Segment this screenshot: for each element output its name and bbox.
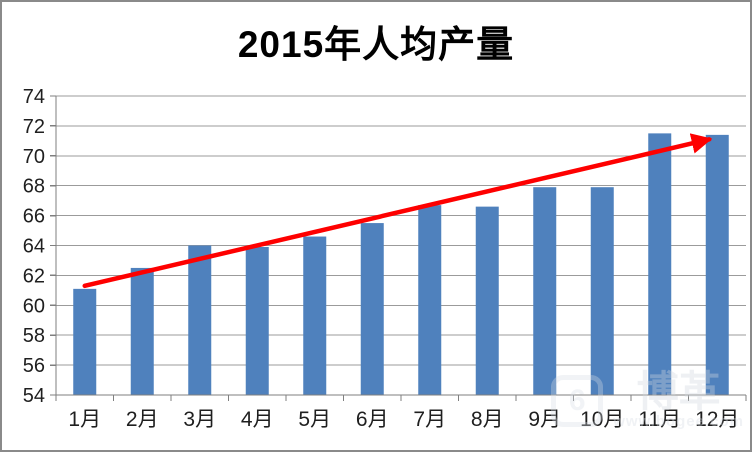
- x-axis-label: 7月: [413, 408, 446, 431]
- x-axis-label: 5月: [298, 408, 331, 431]
- bar-3月: [188, 245, 212, 395]
- x-axis-label: 10月: [580, 408, 624, 431]
- x-axis-label: 4月: [241, 408, 274, 431]
- x-axis-label: 1月: [68, 408, 101, 431]
- x-axis-label: 2月: [126, 408, 159, 431]
- x-axis-label: 3月: [183, 408, 216, 431]
- bar-8月: [475, 206, 499, 395]
- x-axis-label: 8月: [471, 408, 504, 431]
- trend-arrow: [82, 133, 713, 289]
- y-axis-label: 68: [23, 176, 45, 198]
- y-axis-label: 58: [23, 325, 45, 347]
- bar-7月: [418, 205, 442, 395]
- y-axis-label: 60: [23, 295, 45, 317]
- bar-9月: [533, 187, 557, 395]
- x-axis-label: 12月: [695, 408, 739, 431]
- y-axis-label: 72: [23, 116, 45, 138]
- bar-6月: [360, 223, 384, 395]
- bar-11月: [648, 133, 672, 395]
- bar-12月: [705, 134, 729, 395]
- bar-5月: [303, 236, 327, 395]
- y-axis-label: 54: [23, 385, 45, 407]
- y-axis-label: 74: [23, 86, 45, 108]
- bar-10月: [590, 187, 614, 395]
- y-axis-label: 66: [23, 206, 45, 228]
- bar-1月: [73, 288, 97, 395]
- y-axis-label: 70: [23, 146, 45, 168]
- y-axis-label: 64: [23, 236, 45, 258]
- y-axis-label: 56: [23, 355, 45, 377]
- x-axis-label: 11月: [638, 408, 681, 431]
- bar-2月: [130, 267, 154, 395]
- y-axis-label: 62: [23, 265, 45, 287]
- chart-title: 2015年人均产量: [237, 24, 515, 65]
- bar-4月: [245, 246, 269, 395]
- x-axis-label: 9月: [528, 408, 561, 431]
- x-axis-label: 6月: [356, 408, 389, 431]
